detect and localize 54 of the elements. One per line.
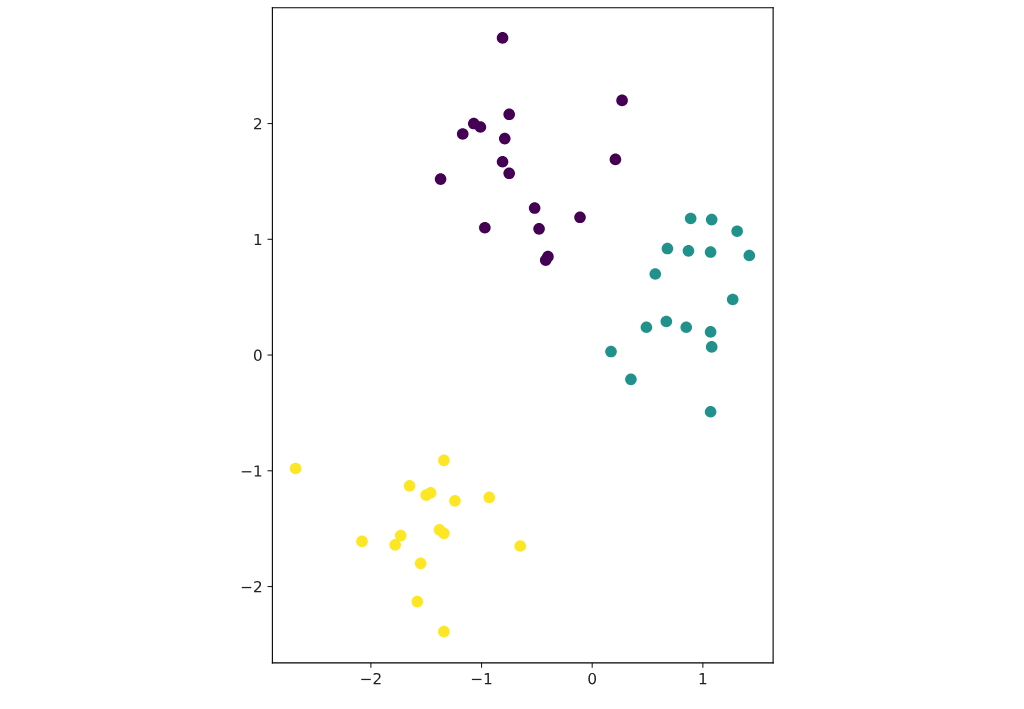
- point: [496, 155, 509, 168]
- point: [660, 315, 673, 328]
- point: [289, 462, 302, 475]
- x-tick-label: 0: [588, 672, 597, 685]
- point: [449, 495, 461, 507]
- point: [498, 132, 511, 145]
- point: [474, 121, 487, 133]
- point: [438, 527, 450, 540]
- point: [479, 221, 491, 234]
- point: [438, 625, 450, 638]
- x-tick-label: −2: [361, 672, 381, 685]
- point: [539, 254, 552, 266]
- point: [743, 249, 756, 262]
- point: [438, 454, 450, 467]
- point: [731, 225, 743, 237]
- point: [503, 108, 516, 121]
- point: [704, 326, 717, 338]
- point: [411, 595, 424, 608]
- y-tick-label: 1: [254, 233, 262, 246]
- point: [456, 128, 469, 140]
- y-tick-label: −2: [241, 580, 262, 593]
- point: [682, 245, 695, 257]
- point: [356, 535, 368, 548]
- point: [609, 153, 622, 166]
- point: [605, 345, 617, 358]
- point: [403, 480, 416, 492]
- point: [704, 405, 717, 418]
- point: [394, 529, 407, 542]
- point: [661, 242, 674, 255]
- y-tick-label: 0: [253, 349, 262, 362]
- point: [389, 539, 402, 551]
- point: [616, 94, 628, 107]
- point: [434, 173, 447, 185]
- point: [705, 213, 718, 226]
- point: [533, 223, 545, 235]
- point: [503, 167, 516, 180]
- y-tick-label: −1: [241, 465, 262, 477]
- point: [640, 321, 653, 334]
- point: [483, 491, 496, 504]
- y-tick-label: 2: [254, 118, 262, 130]
- point: [680, 321, 693, 334]
- point: [514, 540, 527, 552]
- point: [528, 202, 541, 214]
- point: [705, 341, 718, 353]
- point: [704, 246, 717, 258]
- point: [414, 557, 427, 570]
- point: [684, 212, 697, 225]
- point: [496, 32, 509, 44]
- point: [726, 293, 739, 306]
- x-tick-label: 1: [699, 673, 707, 685]
- point: [625, 373, 637, 386]
- x-tick-label: −1: [471, 673, 492, 685]
- point: [574, 211, 586, 224]
- point: [649, 268, 662, 280]
